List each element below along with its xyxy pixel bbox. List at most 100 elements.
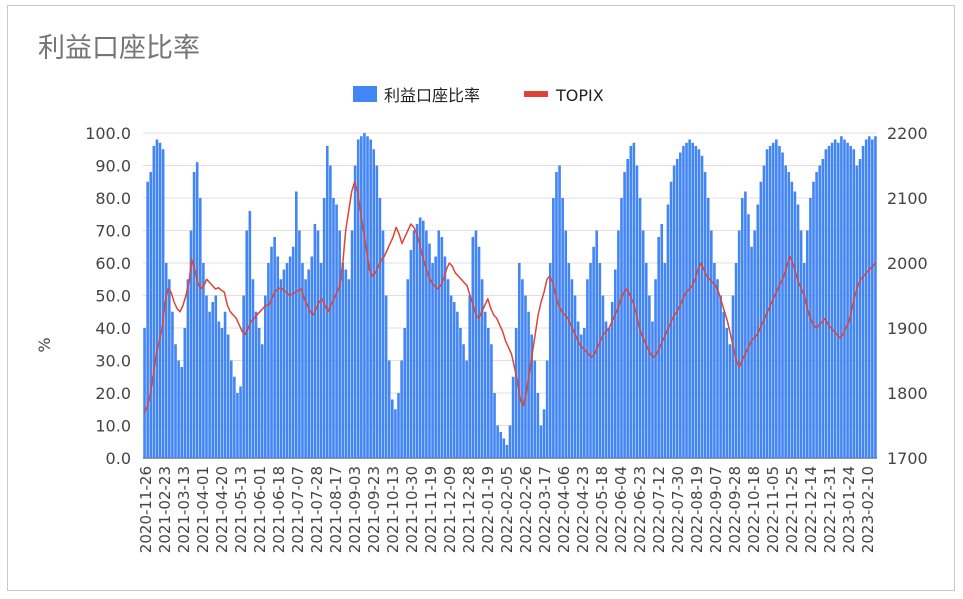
x-tick-label: 2022-06-23 — [631, 466, 649, 553]
bar — [524, 295, 527, 458]
bar — [874, 136, 877, 458]
bar — [347, 279, 351, 458]
bar — [288, 256, 292, 458]
bar — [626, 159, 629, 458]
y-tick-label: 20.0 — [95, 384, 131, 403]
bar — [552, 198, 555, 458]
bar — [852, 149, 856, 458]
bar — [468, 295, 472, 458]
bar — [319, 263, 323, 458]
bar — [233, 376, 236, 458]
bar — [434, 256, 437, 458]
y-tick-label: 40.0 — [95, 319, 131, 338]
bar — [239, 386, 242, 458]
bar — [530, 334, 533, 458]
bar — [192, 172, 196, 458]
bar — [496, 425, 499, 458]
bar — [768, 146, 772, 458]
bar — [462, 344, 465, 458]
legend-label-line: TOPIX — [555, 86, 604, 105]
bar — [601, 295, 605, 458]
bar — [573, 295, 577, 458]
bar — [456, 311, 459, 458]
y-tick-label: 90.0 — [95, 157, 131, 176]
y-tick-label: 0.0 — [106, 449, 131, 468]
x-tick-label: 2022-11-25 — [783, 466, 801, 553]
bar — [864, 139, 868, 458]
y-tick-label: 50.0 — [95, 287, 131, 306]
bar — [161, 149, 165, 458]
bar — [387, 360, 391, 458]
bar — [756, 204, 760, 458]
bar — [208, 311, 211, 458]
bar — [291, 246, 295, 458]
bar — [146, 181, 149, 458]
bar — [620, 198, 623, 458]
x-tick-label: 2022-09-07 — [707, 466, 725, 553]
bar — [242, 295, 245, 458]
bar — [682, 146, 685, 458]
bar — [480, 279, 484, 458]
bar — [428, 243, 431, 458]
bar — [663, 263, 667, 458]
bar — [298, 230, 301, 458]
y-tick-label: 30.0 — [95, 352, 131, 371]
bar — [394, 409, 397, 458]
bar — [381, 230, 385, 458]
x-tick-label: 2021-09-23 — [365, 466, 383, 553]
chart-title: 利益口座比率 — [38, 33, 200, 64]
x-tick-label: 2021-06-01 — [251, 466, 269, 553]
x-tick-label: 2021-04-20 — [213, 466, 231, 553]
bar — [344, 269, 348, 458]
x-tick-label: 2021-10-13 — [384, 466, 402, 553]
bar — [787, 172, 791, 458]
bar — [583, 328, 586, 458]
bar — [793, 191, 797, 458]
bar — [840, 136, 843, 458]
bar — [353, 165, 357, 458]
y-tick-label: 80.0 — [95, 189, 131, 208]
bar — [858, 159, 862, 458]
bar — [830, 142, 834, 458]
bar — [260, 344, 264, 458]
bar — [217, 321, 221, 458]
bar — [514, 328, 518, 458]
bar — [867, 136, 871, 458]
bar — [623, 172, 626, 458]
bar — [198, 198, 202, 458]
bar — [539, 425, 543, 458]
bar — [487, 328, 490, 458]
bar — [205, 295, 208, 458]
bar — [722, 311, 725, 458]
bar — [561, 198, 564, 458]
bar — [335, 204, 338, 458]
bar — [279, 279, 283, 458]
y-tick-label: 70.0 — [95, 222, 131, 241]
bar — [270, 246, 273, 458]
bar — [168, 279, 171, 458]
bar — [719, 295, 722, 458]
bar — [425, 230, 428, 458]
x-tick-label: 2022-08-19 — [688, 466, 706, 553]
bar — [821, 159, 825, 458]
x-tick-label: 2022-03-17 — [536, 466, 554, 553]
y2-tick-label: 2000 — [887, 254, 928, 273]
bar — [747, 214, 750, 458]
bar — [781, 152, 784, 458]
bar — [700, 155, 704, 458]
y2-tick-label: 2200 — [887, 124, 928, 143]
bar — [375, 165, 379, 458]
bar — [579, 334, 583, 458]
bar — [759, 181, 763, 458]
bar — [264, 295, 267, 458]
bar — [871, 139, 874, 458]
bar — [688, 139, 691, 458]
bar — [257, 328, 261, 458]
bar — [211, 302, 214, 458]
bar — [508, 425, 512, 458]
bar — [155, 139, 159, 458]
bar — [511, 376, 515, 458]
x-tick-label: 2022-02-05 — [498, 466, 516, 553]
x-tick-label: 2021-08-17 — [327, 466, 345, 553]
